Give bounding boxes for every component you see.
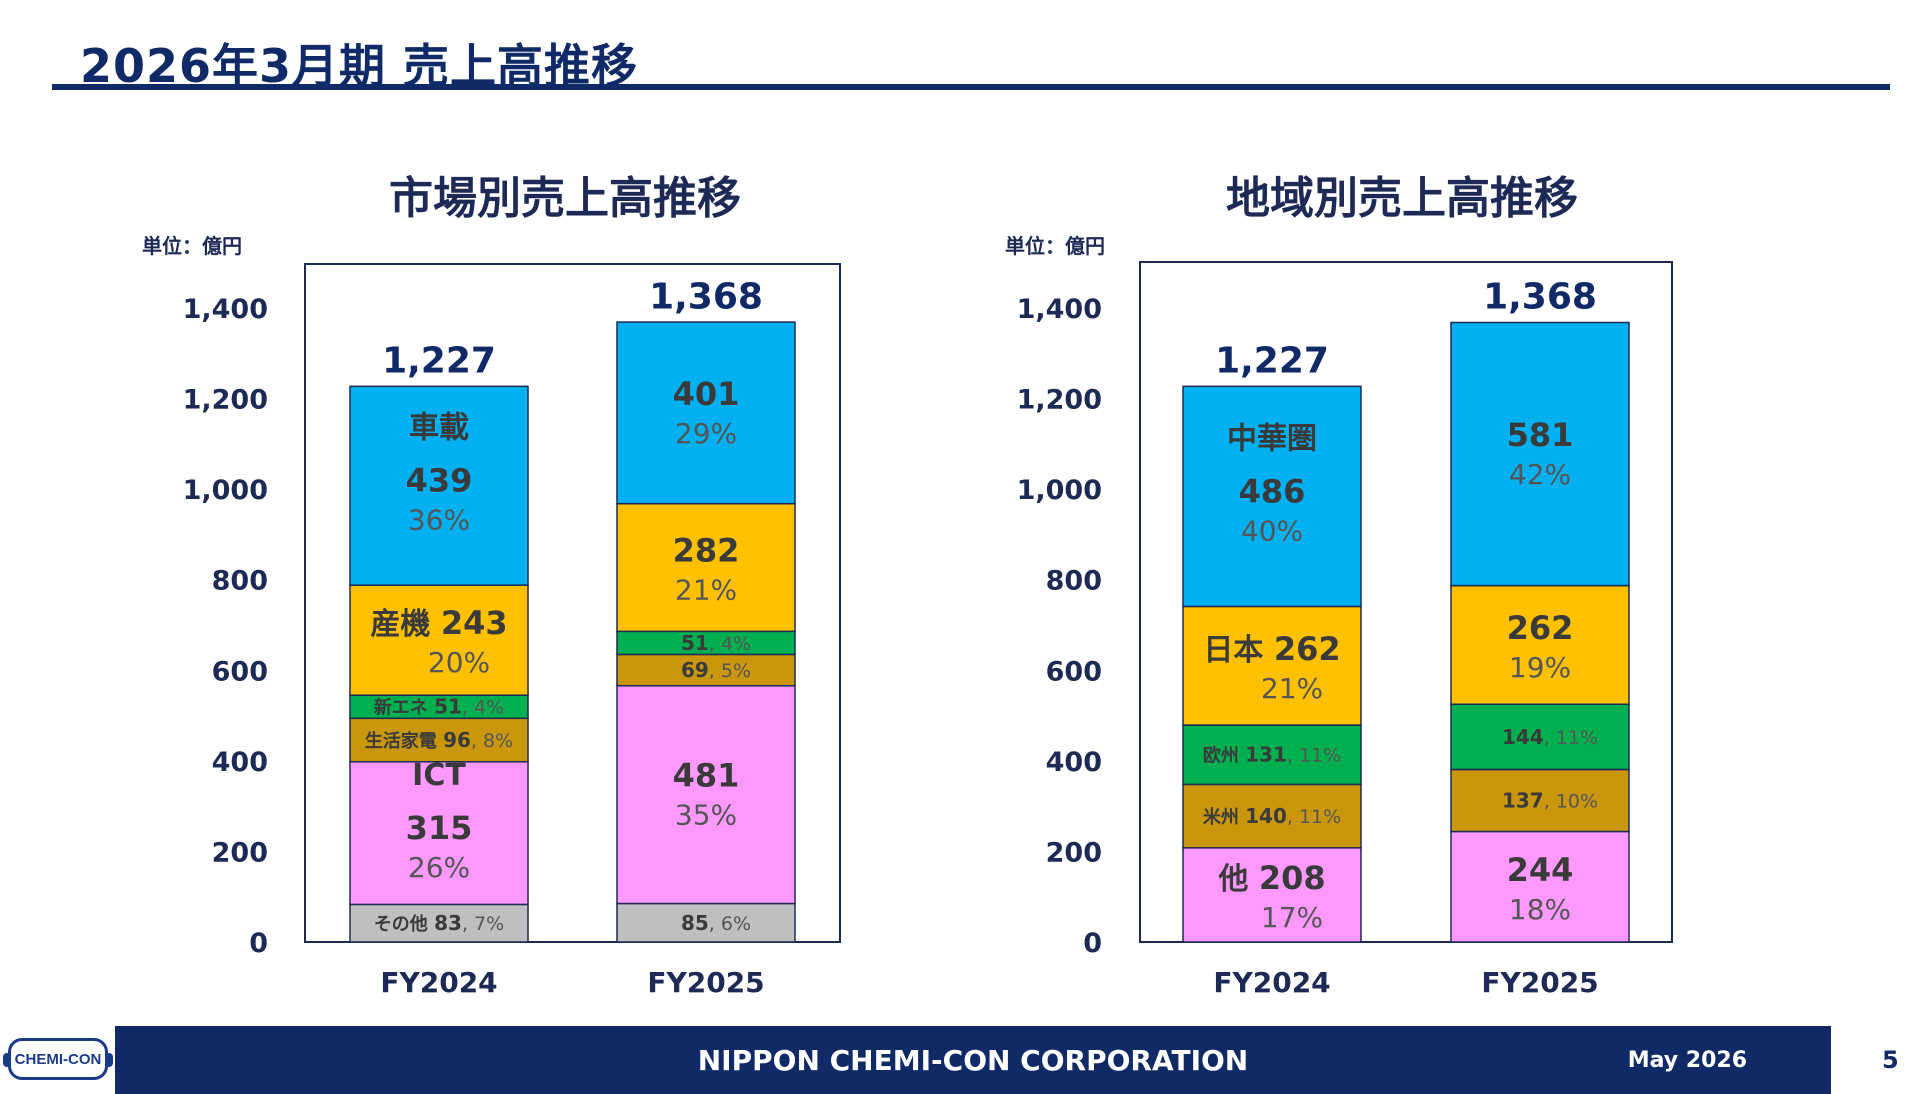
y-tick-label: 600 <box>1046 656 1102 687</box>
plot-frame <box>1139 261 1673 943</box>
segment-label: 69, 5% <box>681 658 751 682</box>
segment-label: 新エネ 51, 4% <box>374 695 504 719</box>
chart-title-market: 市場別売上高推移 <box>389 173 741 224</box>
segment-value: 486 <box>1239 472 1306 510</box>
y-tick-label: 800 <box>1046 566 1102 597</box>
y-tick-label: 1,200 <box>183 385 268 416</box>
charts-canvas: 0 200 400 600 800 1,000 1,200 1,400 その他 83, 7% IC… <box>183 261 1673 999</box>
bar-segment-fy2025-s1 <box>616 684 796 905</box>
unit-label-region: 単位：億円 <box>1005 234 1105 258</box>
segment-name: ICT <box>412 758 466 793</box>
bar-segment-fy2024-s3 <box>1182 605 1362 726</box>
segment-value: 日本 262 <box>1203 630 1340 668</box>
footer-company: NIPPON CHEMI-CON CORPORATION <box>697 1044 1249 1077</box>
bar-segment-fy2024-s5 <box>349 385 529 586</box>
y-tick-label: 1,000 <box>183 475 268 506</box>
x-category-label: FY2024 <box>1213 966 1330 999</box>
bar-segment-fy2024-s1 <box>1182 783 1362 849</box>
segment-label: 51, 4% <box>681 631 751 655</box>
x-category-label: FY2024 <box>380 966 497 999</box>
y-tick-label: 0 <box>249 928 268 959</box>
segment-label: 137, 10% <box>1502 788 1598 812</box>
segment-pct: 40% <box>1241 514 1303 547</box>
segment-label: その他 83, 7% <box>374 911 504 935</box>
bar-segment-fy2025-s2 <box>1450 703 1630 771</box>
footer-date: May 2026 <box>1627 1048 1747 1073</box>
segment-label: 85, 6% <box>681 911 751 935</box>
bar-segment-fy2025-s4 <box>1450 321 1630 587</box>
segment-name: 車載 <box>409 411 469 446</box>
y-tick-label: 600 <box>212 656 268 687</box>
segment-pct: 42% <box>1509 458 1571 491</box>
segment-pct: 19% <box>1509 651 1571 684</box>
y-tick-label: 200 <box>1046 837 1102 868</box>
segment-pct: 21% <box>1261 672 1323 705</box>
segment-pct: 21% <box>675 573 737 606</box>
footer-bar: NIPPON CHEMI-CON CORPORATION May 2026 <box>115 1026 1831 1094</box>
segment-value: 401 <box>673 375 740 413</box>
title-rule <box>52 84 1890 90</box>
total-label-fy2025: 1,368 <box>1483 276 1597 317</box>
bar-segment-fy2025-s3 <box>1450 584 1630 706</box>
segment-pct: 36% <box>408 504 470 537</box>
segment-value: 262 <box>1507 609 1574 647</box>
y-tick-label: 1,400 <box>183 294 268 325</box>
y-tick-label: 200 <box>212 837 268 868</box>
segment-label: 米州 140, 11% <box>1203 804 1341 828</box>
segment-label: 144, 11% <box>1502 725 1598 749</box>
segment-pct: 17% <box>1261 901 1323 934</box>
y-tick-label: 800 <box>212 566 268 597</box>
segment-value: 産機 243 <box>370 604 507 642</box>
segment-name: 中華圏 <box>1227 421 1317 456</box>
segment-value: 481 <box>673 757 740 795</box>
chart-1: 0 200 400 600 800 1,000 1,200 1,400 他 208 17% 米州 1… <box>1017 261 1673 999</box>
bar-segment-fy2024-s1 <box>349 761 529 906</box>
logo-text: CHEMI-CON <box>14 1050 102 1068</box>
segment-pct: 29% <box>675 417 737 450</box>
segment-label: 欧州 131, 11% <box>1203 743 1341 767</box>
x-category-label: FY2025 <box>647 966 764 999</box>
bar-segment-fy2025-s5 <box>616 321 796 505</box>
plot-frame <box>304 263 841 943</box>
y-tick-label: 0 <box>1083 928 1102 959</box>
segment-value: 581 <box>1507 416 1574 454</box>
segment-value: 282 <box>673 531 740 569</box>
bar-segment-fy2024-s2 <box>349 717 529 763</box>
segment-pct: 35% <box>675 799 737 832</box>
y-tick-label: 1,400 <box>1017 294 1102 325</box>
y-tick-label: 400 <box>1046 747 1102 778</box>
segment-value: 他 208 <box>1217 859 1325 897</box>
bar-segment-fy2024-s0 <box>349 903 529 943</box>
segment-label: 生活家電 96, 8% <box>365 728 513 752</box>
y-tick-label: 400 <box>212 747 268 778</box>
segment-value: 439 <box>406 462 473 500</box>
bar-segment-fy2025-s2 <box>616 653 796 687</box>
bar-segment-fy2024-s4 <box>1182 385 1362 608</box>
bar-segment-fy2025-s1 <box>1450 768 1630 833</box>
y-tick-label: 1,000 <box>1017 475 1102 506</box>
total-label-fy2025: 1,368 <box>649 276 763 317</box>
chart-title-region: 地域別売上高推移 <box>1226 173 1578 224</box>
segment-value: 244 <box>1507 851 1574 889</box>
x-category-label: FY2025 <box>1481 966 1598 999</box>
page-number: 5 <box>1882 1046 1899 1074</box>
segment-value: 315 <box>406 809 473 847</box>
bar-segment-fy2025-s4 <box>616 502 796 633</box>
segment-pct: 18% <box>1509 893 1571 926</box>
chemi-con-logo: CHEMI-CON <box>3 1038 113 1080</box>
unit-label-market: 単位：億円 <box>142 234 242 258</box>
bar-segment-fy2025-s0 <box>1450 830 1630 943</box>
bar-segment-fy2024-s2 <box>1182 724 1362 786</box>
segment-pct: 26% <box>408 851 470 884</box>
chart-0: 0 200 400 600 800 1,000 1,200 1,400 その他 83, 7% IC… <box>183 263 841 999</box>
total-label-fy2024: 1,227 <box>1215 340 1329 381</box>
y-tick-label: 1,200 <box>1017 385 1102 416</box>
total-label-fy2024: 1,227 <box>382 340 496 381</box>
segment-pct: 20% <box>428 646 490 679</box>
